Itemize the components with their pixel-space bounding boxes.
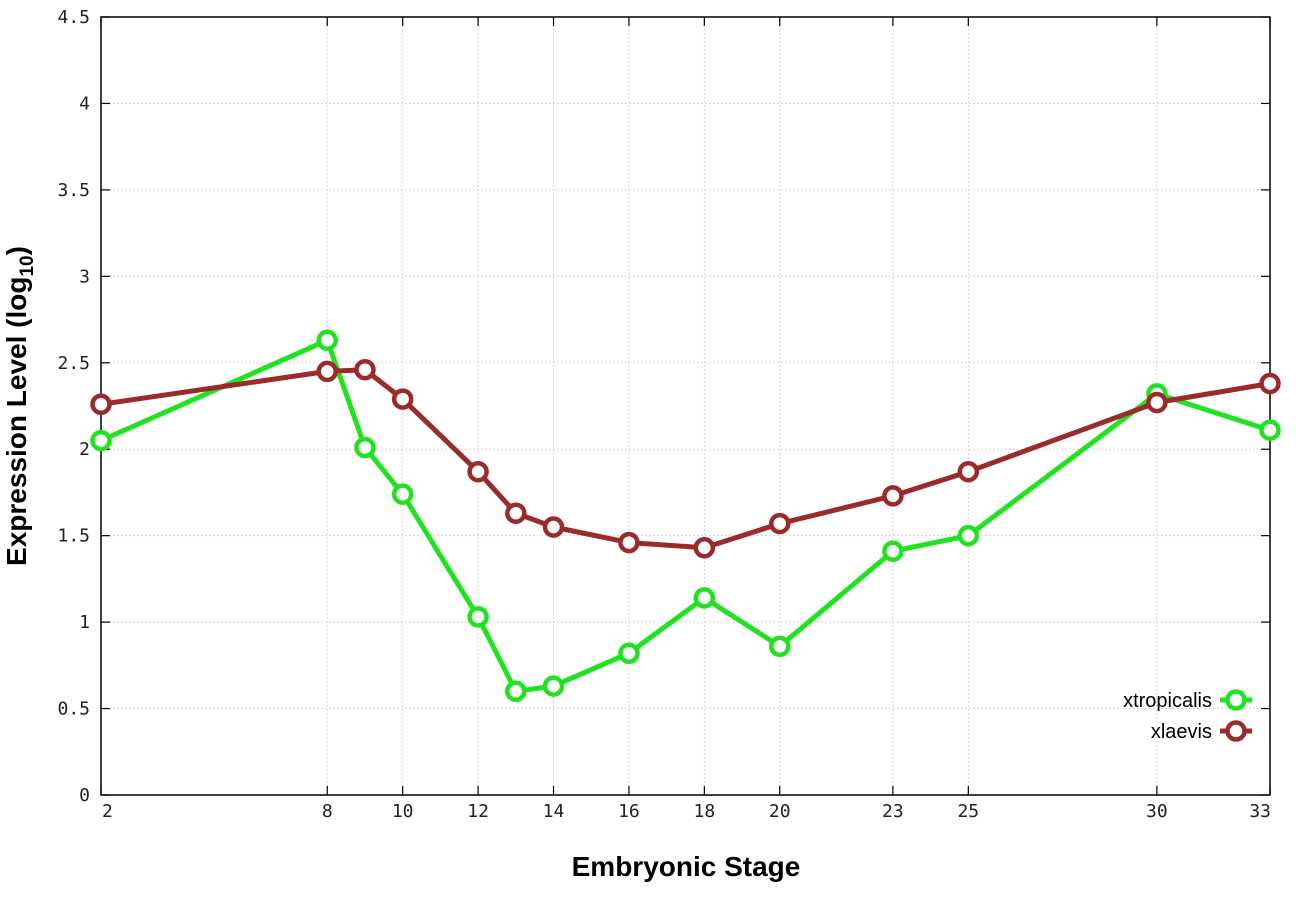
y-tick-label: 4.5 [57, 7, 90, 28]
y-axis-title-close: ) [1, 246, 32, 255]
data-point-xtropicalis [542, 675, 565, 697]
legend-marker-xlaevis [1225, 720, 1247, 742]
x-tick-label: 20 [769, 801, 791, 822]
data-point-xtropicalis [467, 606, 489, 628]
y-axis-title-subscript: 10 [17, 255, 38, 276]
series-line-xlaevis [98, 367, 1273, 551]
series-line-xtropicalis [98, 337, 1273, 694]
y-tick-label: 2 [79, 439, 90, 460]
data-point-xtropicalis [882, 540, 904, 562]
data-point-xlaevis [90, 393, 112, 416]
data-point-xtropicalis [354, 436, 376, 459]
legend-marker-xtropicalis [1225, 689, 1247, 711]
y-tick-label: 3.5 [57, 180, 90, 201]
data-point-xlaevis [693, 537, 716, 559]
x-tick-label: 12 [467, 801, 489, 822]
y-tick-label: 4 [79, 93, 90, 114]
data-point-xtropicalis [391, 483, 414, 505]
x-tick-label: 10 [392, 801, 414, 822]
data-point-xlaevis [467, 460, 489, 483]
legend: xtropicalis xlaevis [1123, 689, 1252, 743]
y-tick-labels: 0 0.5 1 1.5 2 2.5 3 3.5 4 4.5 [57, 7, 90, 806]
x-tick-label: 8 [322, 801, 333, 822]
data-point-xlaevis [957, 460, 980, 483]
y-tick-label: 2.5 [57, 353, 90, 374]
y-axis-title: Expression Level (log10) [1, 246, 38, 566]
data-point-xtropicalis [618, 642, 640, 664]
data-point-xtropicalis [769, 635, 791, 658]
x-tick-label: 23 [882, 801, 904, 822]
data-point-xlaevis [354, 358, 376, 381]
data-point-xtropicalis [316, 329, 339, 352]
axis-ticks [100, 16, 1271, 796]
data-point-xtropicalis [693, 587, 716, 609]
x-tick-label: 25 [957, 801, 979, 822]
data-point-xlaevis [618, 531, 640, 554]
series-xlaevis [90, 358, 1281, 559]
data-point-xlaevis [542, 516, 565, 538]
x-tick-label: 2 [102, 801, 113, 822]
y-axis-title-main: Expression Level (log [1, 277, 32, 566]
data-point-xlaevis [882, 485, 904, 507]
x-tick-label: 33 [1249, 801, 1271, 822]
x-tick-label: 18 [694, 801, 716, 822]
data-point-xlaevis [1259, 372, 1281, 395]
data-point-xlaevis [505, 502, 527, 524]
y-tick-label: 0.5 [57, 699, 90, 720]
x-tick-label: 16 [618, 801, 640, 822]
x-tick-label: 30 [1146, 801, 1168, 822]
y-tick-label: 1.5 [57, 526, 90, 547]
x-axis-title: Embryonic Stage [572, 851, 801, 882]
legend-item-xtropicalis: xtropicalis [1123, 689, 1252, 712]
series-xtropicalis [90, 329, 1281, 703]
data-point-xtropicalis [1259, 419, 1281, 441]
legend-label-xlaevis: xlaevis [1151, 721, 1212, 743]
x-tick-labels: 2 8 10 12 14 16 18 20 23 25 30 33 [102, 801, 1271, 822]
y-tick-label: 1 [79, 612, 90, 633]
y-tick-label: 0 [79, 785, 90, 806]
x-tick-label: 14 [543, 801, 565, 822]
data-point-xlaevis [316, 360, 339, 383]
data-point-xtropicalis [957, 524, 980, 547]
data-point-xtropicalis [90, 429, 112, 452]
data-point-xlaevis [391, 388, 414, 410]
data-point-xlaevis [769, 512, 791, 535]
grid [101, 17, 1270, 795]
series-layer [90, 329, 1281, 703]
plot-frame [100, 16, 1271, 796]
data-point-xtropicalis [505, 680, 527, 703]
y-tick-label: 3 [79, 266, 90, 287]
legend-item-xlaevis: xlaevis [1151, 720, 1252, 743]
data-point-xlaevis [1146, 391, 1168, 414]
legend-label-xtropicalis: xtropicalis [1123, 690, 1212, 712]
